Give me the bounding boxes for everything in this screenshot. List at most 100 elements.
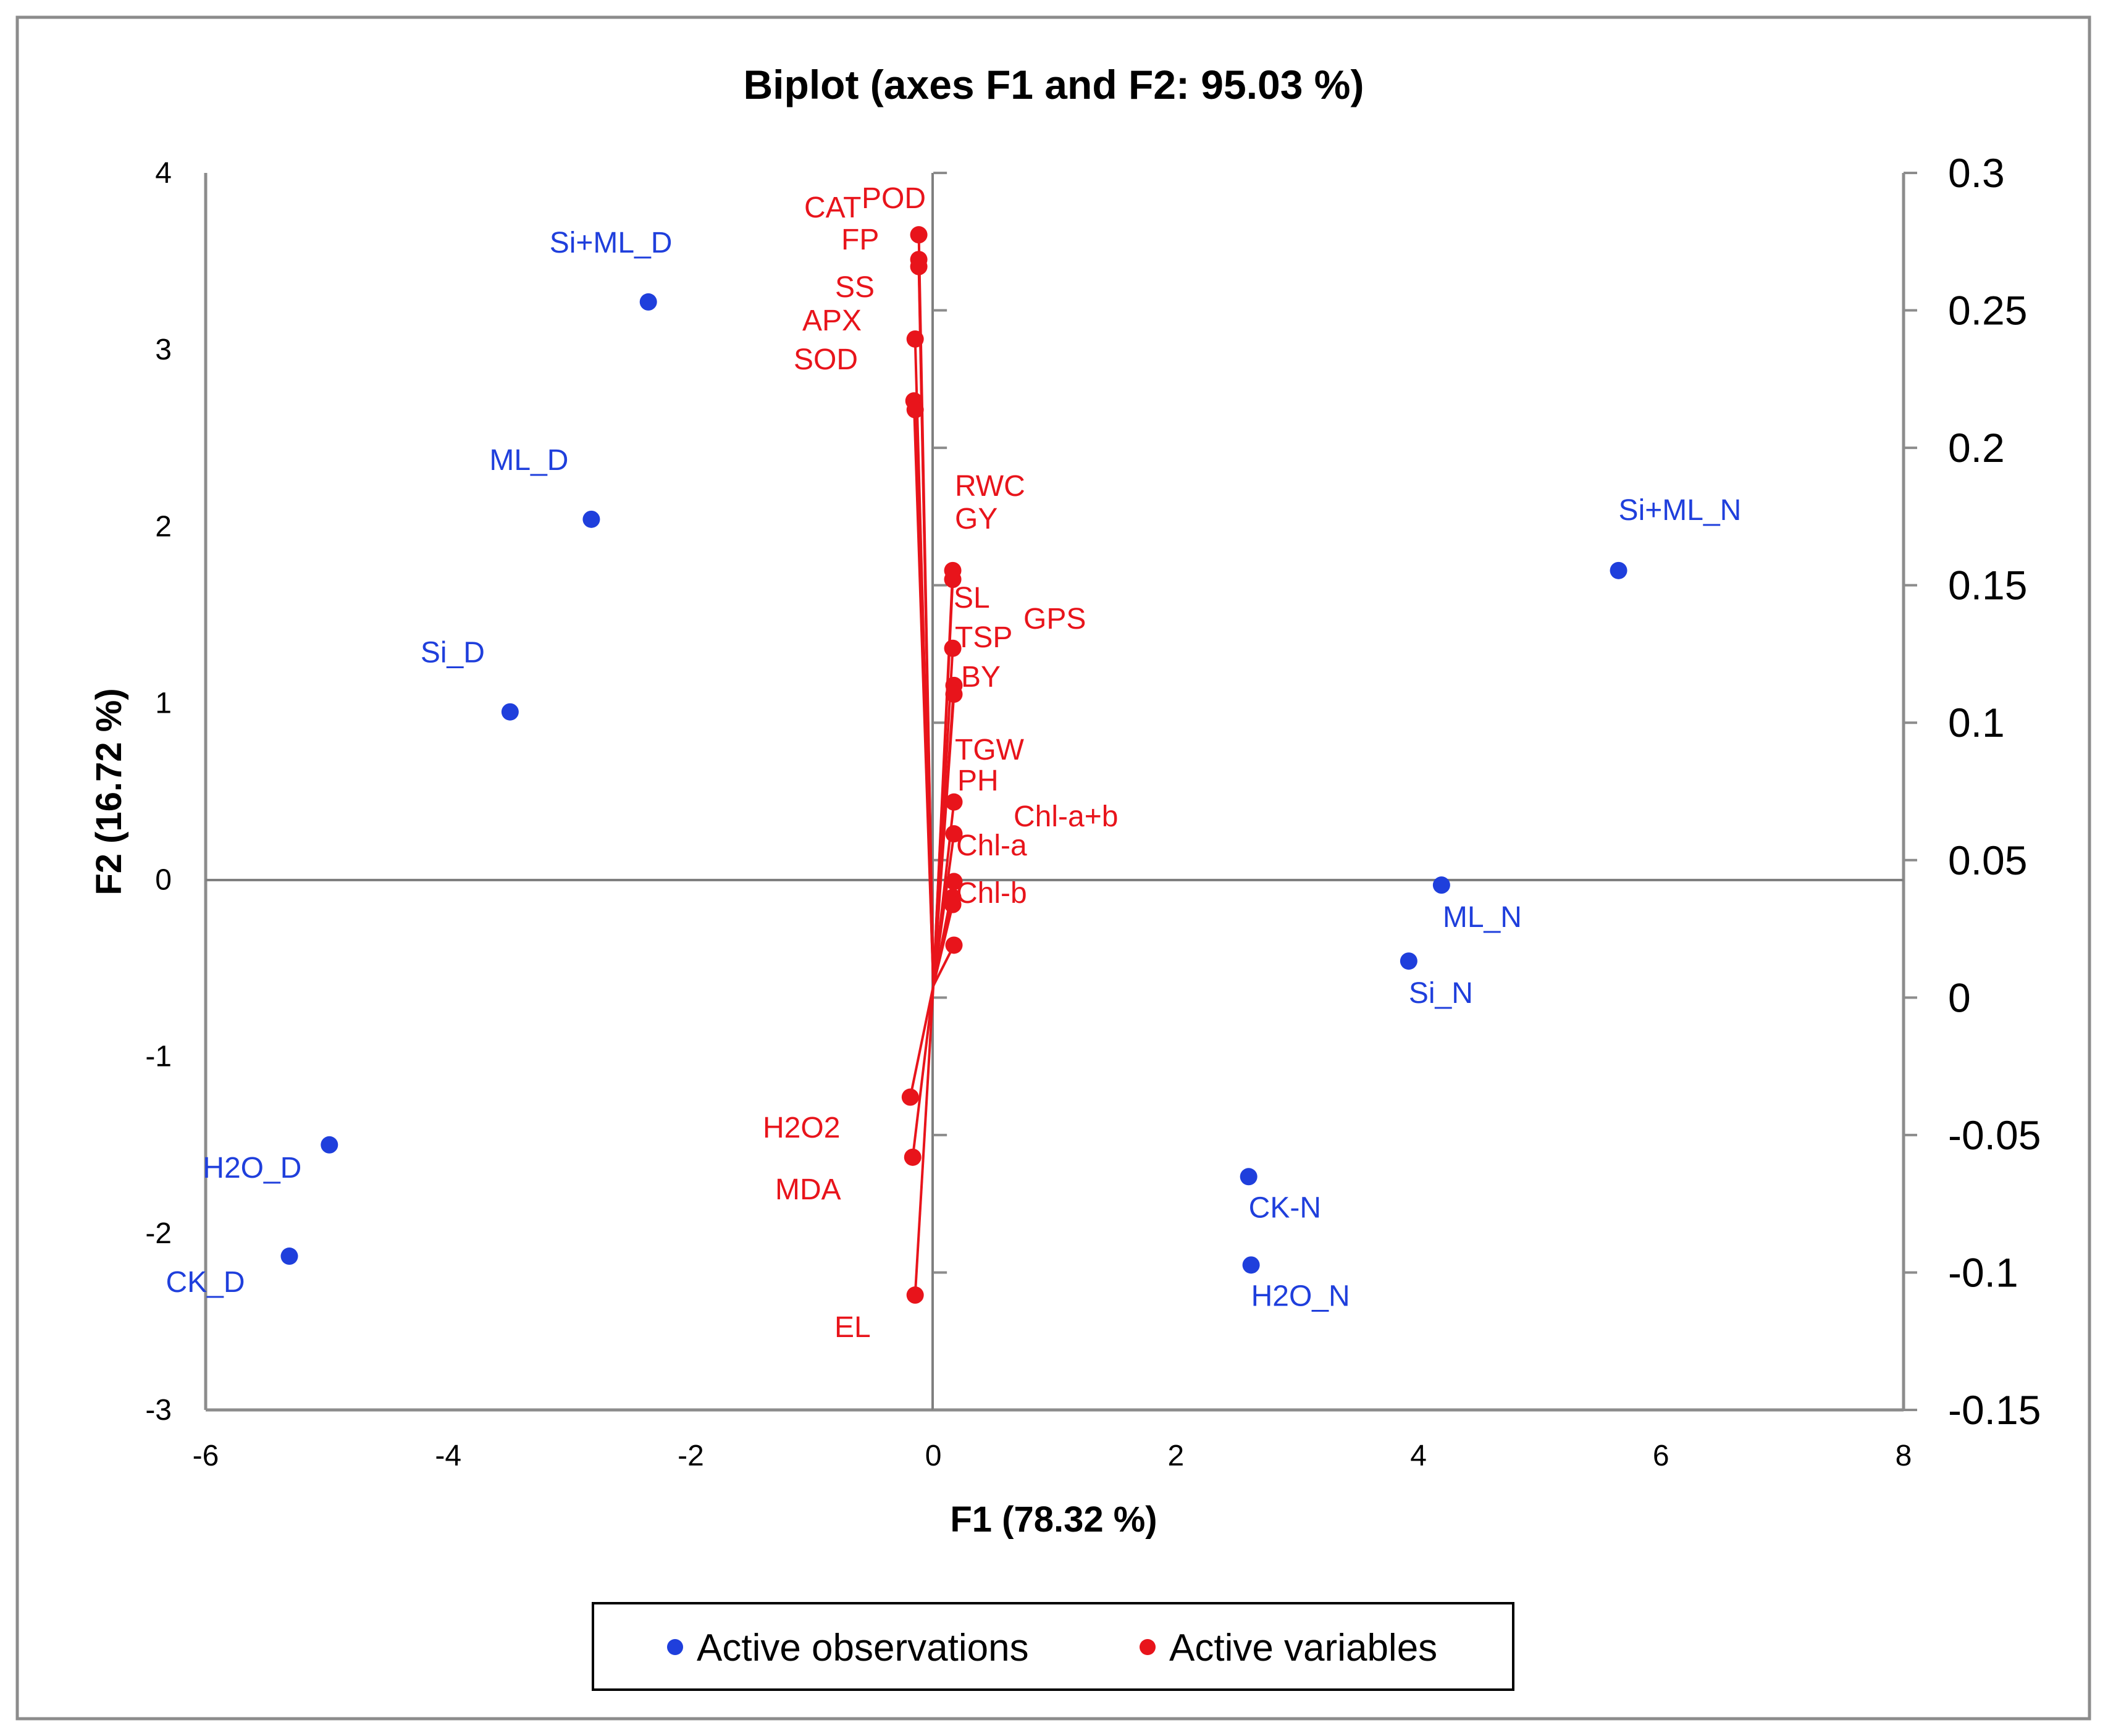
y-axis-title: F2 (16.72 %) — [89, 688, 129, 895]
observation-point — [1610, 561, 1627, 579]
observation-points: Si+ML_D ML_D Si_D H2O_D CK_D Si+ML_N ML_N Si_N C… — [166, 227, 1741, 1312]
variable-label: FP — [841, 224, 879, 256]
variable-point — [945, 936, 963, 954]
variable-label: SS — [835, 271, 875, 304]
x-tick-label: -2 — [678, 1440, 704, 1472]
observation-label: CK-N — [1249, 1191, 1321, 1224]
y-tick-label: 0 — [155, 864, 172, 897]
x-tick-label: 2 — [1168, 1440, 1185, 1472]
variable-vector — [913, 409, 935, 986]
legend-box — [592, 1602, 1514, 1691]
variable-point — [910, 258, 928, 275]
observation-label: H2O_D — [203, 1152, 301, 1185]
observation-point — [321, 1136, 338, 1154]
y2-tick-label: 0.1 — [1948, 700, 2005, 745]
variable-vector — [911, 986, 935, 1158]
observation-point — [1432, 876, 1450, 894]
y-tick-label: 2 — [155, 510, 172, 543]
variable-vector — [932, 904, 954, 986]
variable-label: GPS — [1023, 603, 1086, 635]
observation-label: Si_N — [1409, 977, 1473, 1010]
variable-label: TGW — [955, 734, 1025, 766]
variable-label: PH — [957, 765, 999, 797]
chart-title: Biplot (axes F1 and F2: 95.03 %) — [744, 62, 1364, 107]
x-tick-label: -6 — [193, 1440, 219, 1472]
observation-label: Si+ML_N — [1619, 494, 1742, 527]
observation-label: ML_D — [489, 444, 568, 477]
chart-frame — [15, 15, 2091, 1721]
variable-point — [945, 825, 963, 843]
variable-label: TSP — [955, 621, 1012, 654]
y2-tick-label: -0.15 — [1948, 1387, 2041, 1433]
variable-label: Chl-a+b — [1014, 800, 1118, 833]
observation-label: CK_D — [166, 1266, 245, 1299]
variable-point — [945, 686, 963, 703]
x-tick-label: 8 — [1896, 1440, 1912, 1472]
x-axis-title: F1 (78.32 %) — [950, 1499, 1157, 1540]
y2-tick-label: 0 — [1948, 975, 1971, 1020]
variable-point — [944, 639, 962, 657]
variable-vectors — [909, 235, 955, 1296]
y-tick-label: -3 — [145, 1394, 172, 1427]
legend-marker-observations — [667, 1639, 683, 1655]
variable-point — [945, 793, 963, 811]
variable-vector — [932, 694, 955, 986]
variable-label: MDA — [775, 1173, 841, 1206]
y2-tick-label: 0.2 — [1948, 425, 2005, 471]
y2-tick-label: -0.1 — [1948, 1249, 2018, 1295]
variable-label: RWC — [955, 470, 1025, 503]
y-tick-label: 4 — [155, 157, 172, 190]
variable-label: POD — [862, 182, 926, 215]
variable-label: CAT — [804, 191, 861, 224]
variable-label: H2O2 — [763, 1112, 840, 1144]
variable-vector — [932, 833, 955, 986]
y-tick-label: 3 — [155, 333, 172, 366]
observation-label: ML_N — [1443, 901, 1522, 934]
legend-label-variables: Active variables — [1169, 1627, 1437, 1669]
observation-label: Si_D — [421, 637, 485, 669]
y2-tick-label: 0.3 — [1948, 150, 2005, 196]
variable-point — [906, 1286, 924, 1304]
plot-axes — [204, 173, 1905, 1412]
variable-point — [901, 1088, 919, 1106]
observation-point — [1242, 1256, 1260, 1274]
variable-point — [944, 895, 962, 913]
x-tick-label: 6 — [1653, 1440, 1669, 1472]
legend: Active observations Active variables — [592, 1602, 1514, 1691]
variable-label: APX — [802, 304, 862, 337]
variable-label: Chl-a — [956, 829, 1027, 862]
y2-tick-labels: -0.15 -0.1 -0.05 0 0.05 0.1 0.15 0.2 0.25 0.3 — [933, 150, 2041, 1433]
y2-tick-label: 0.05 — [1948, 837, 2027, 883]
variable-point — [944, 571, 962, 589]
variable-vector — [913, 986, 935, 1296]
variable-label: SOD — [794, 343, 858, 376]
x-tick-labels: -6 -4 -2 0 2 4 6 8 — [193, 1440, 1912, 1472]
variable-point — [906, 401, 924, 419]
observation-point — [582, 510, 600, 528]
legend-label-observations: Active observations — [697, 1627, 1029, 1669]
x-tick-label: -4 — [435, 1440, 461, 1472]
observation-point — [501, 703, 519, 721]
x-tick-label: 4 — [1410, 1440, 1427, 1472]
variable-label: GY — [955, 503, 997, 535]
y-tick-label: -1 — [145, 1041, 172, 1073]
variable-label: EL — [834, 1311, 871, 1344]
observation-label: H2O_N — [1251, 1280, 1350, 1312]
observation-point — [280, 1247, 298, 1265]
observation-point — [1240, 1168, 1258, 1186]
variable-point — [906, 330, 924, 348]
variable-label: SL — [954, 582, 990, 614]
y2-tick-label: -0.05 — [1948, 1112, 2041, 1158]
x-tick-label: 0 — [925, 1440, 942, 1472]
y2-tick-label: 0.15 — [1948, 563, 2027, 608]
variable-point — [910, 226, 928, 244]
y-tick-label: 1 — [155, 687, 172, 719]
variable-label: BY — [961, 661, 1001, 694]
observation-point — [639, 293, 657, 311]
legend-marker-variables — [1140, 1639, 1156, 1655]
variable-point — [904, 1148, 922, 1166]
variable-vector — [909, 985, 935, 1097]
y-tick-label: -2 — [145, 1217, 172, 1250]
